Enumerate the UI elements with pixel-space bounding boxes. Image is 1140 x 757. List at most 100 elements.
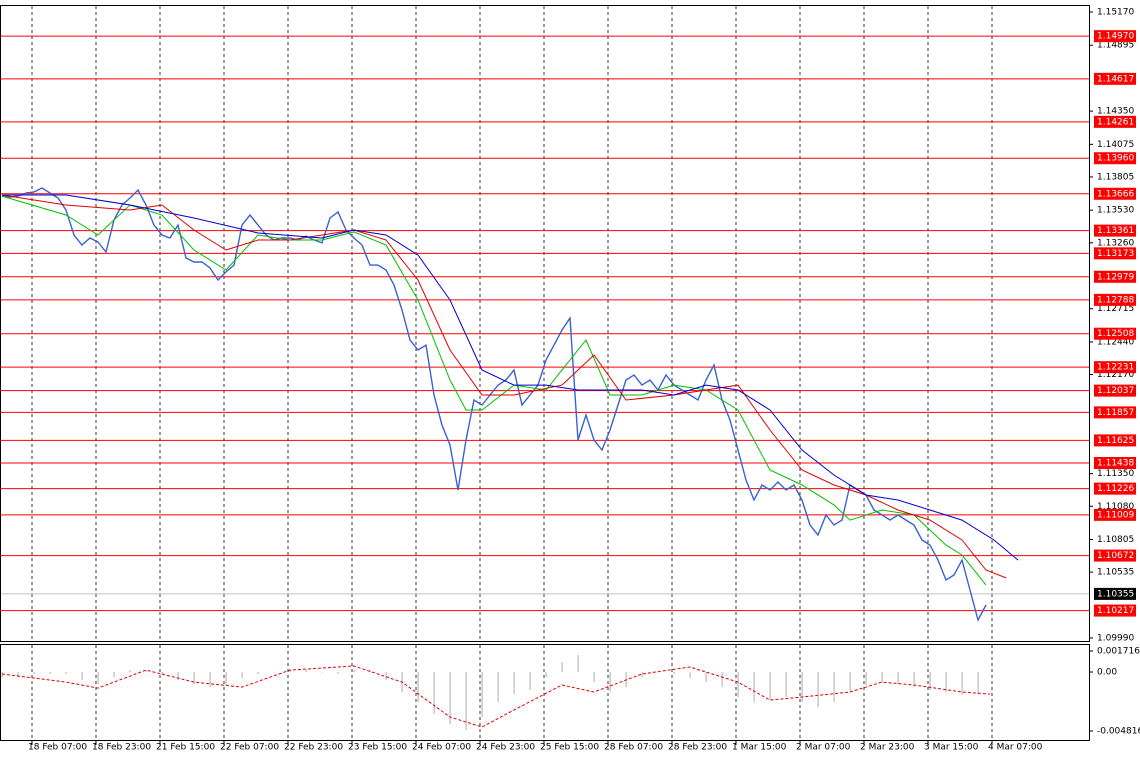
histogram-bar bbox=[65, 672, 67, 674]
histogram-bar bbox=[545, 672, 547, 678]
histogram-bar bbox=[353, 670, 355, 673]
histogram-bar bbox=[673, 672, 675, 674]
current-price-label: 1.10355 bbox=[1097, 589, 1134, 599]
histogram-bar bbox=[129, 670, 131, 673]
x-tick-label: 3 Mar 15:00 bbox=[924, 743, 979, 753]
histogram-bar bbox=[289, 670, 291, 673]
y-tick-label: 1.13805 bbox=[1097, 172, 1134, 182]
histogram-bar bbox=[33, 672, 35, 674]
y-tick-label: 0.001716 bbox=[1097, 647, 1140, 657]
level-label: 1.11009 bbox=[1097, 510, 1134, 520]
histogram-bar bbox=[657, 672, 659, 673]
level-label-bg bbox=[1094, 30, 1136, 43]
level-label: 1.11625 bbox=[1097, 436, 1134, 446]
histogram-bar bbox=[337, 672, 339, 674]
x-tick-label: 24 Feb 23:00 bbox=[476, 743, 535, 753]
histogram-bar bbox=[1, 672, 3, 678]
histogram-bar bbox=[865, 672, 867, 685]
level-label: 1.12037 bbox=[1097, 386, 1134, 396]
y-tick-label: 1.10805 bbox=[1097, 535, 1134, 545]
level-label: 1.11438 bbox=[1097, 459, 1134, 469]
histogram-bar bbox=[113, 672, 115, 678]
histogram-bar bbox=[529, 672, 531, 691]
level-label: 1.10672 bbox=[1097, 551, 1134, 561]
histogram-bar bbox=[497, 672, 499, 703]
level-label: 1.13173 bbox=[1097, 249, 1134, 259]
x-tick-label: 2 Mar 23:00 bbox=[860, 743, 915, 753]
level-label: 1.14261 bbox=[1097, 117, 1134, 127]
histogram-bar bbox=[881, 672, 883, 683]
histogram-bar bbox=[385, 672, 387, 680]
x-tick-label: 1 Mar 15:00 bbox=[732, 743, 787, 753]
histogram-bar bbox=[593, 672, 595, 683]
level-label: 1.12231 bbox=[1097, 363, 1134, 373]
x-tick-label: 28 Feb 07:00 bbox=[604, 743, 663, 753]
histogram-bar bbox=[305, 670, 307, 673]
x-tick-label: 18 Feb 07:00 bbox=[28, 743, 87, 753]
level-label-bg bbox=[1094, 549, 1136, 562]
level-label: 1.12508 bbox=[1097, 329, 1134, 339]
y-tick-label: 0.00 bbox=[1097, 668, 1117, 678]
level-label: 1.11857 bbox=[1097, 408, 1134, 418]
y-tick-label: -0.004816 bbox=[1097, 727, 1140, 737]
histogram-bar bbox=[961, 672, 963, 696]
level-label: 1.13960 bbox=[1097, 154, 1134, 164]
level-label: 1.14617 bbox=[1097, 74, 1134, 84]
level-label-bg bbox=[1094, 482, 1136, 495]
histogram-bar bbox=[97, 672, 99, 685]
level-label: 1.14970 bbox=[1097, 32, 1134, 42]
level-label: 1.11226 bbox=[1097, 484, 1134, 494]
level-label: 1.13666 bbox=[1097, 189, 1134, 199]
histogram-bar bbox=[273, 672, 275, 673]
x-tick-label: 24 Feb 07:00 bbox=[412, 743, 471, 753]
histogram-bar bbox=[785, 672, 787, 698]
histogram-bar bbox=[929, 672, 931, 691]
histogram-bar bbox=[145, 670, 147, 673]
histogram-bar bbox=[417, 672, 419, 703]
level-label-bg bbox=[1094, 508, 1136, 521]
level-label-bg bbox=[1094, 384, 1136, 397]
x-tick-label: 22 Feb 23:00 bbox=[284, 743, 343, 753]
histogram-bar bbox=[689, 672, 691, 679]
level-label-bg bbox=[1094, 270, 1136, 283]
y-tick-label: 1.11350 bbox=[1097, 469, 1134, 479]
histogram-bar bbox=[241, 672, 243, 679]
level-label-bg bbox=[1094, 72, 1136, 85]
series-line bbox=[1, 665, 991, 728]
level-label: 1.13361 bbox=[1097, 226, 1134, 236]
histogram-bar bbox=[225, 672, 227, 685]
series-line bbox=[1, 187, 987, 622]
y-tick-label: 1.14350 bbox=[1097, 107, 1134, 117]
y-tick-label: 1.12440 bbox=[1097, 337, 1134, 347]
level-label-bg bbox=[1094, 293, 1136, 306]
level-label-bg bbox=[1094, 406, 1136, 419]
y-tick-label: 1.13260 bbox=[1097, 238, 1134, 248]
histogram-bar bbox=[753, 672, 755, 703]
x-tick-label: 4 Mar 07:00 bbox=[988, 743, 1043, 753]
histogram-bar bbox=[769, 672, 771, 701]
histogram-bar bbox=[913, 672, 915, 688]
y-tick-label: 1.11080 bbox=[1097, 502, 1134, 512]
histogram-bar bbox=[17, 672, 19, 678]
level-label-bg bbox=[1094, 152, 1136, 165]
level-label-bg bbox=[1094, 247, 1136, 260]
x-tick-label: 18 Feb 23:00 bbox=[92, 743, 151, 753]
level-label-bg bbox=[1094, 434, 1136, 447]
histogram-bar bbox=[561, 661, 563, 673]
x-tick-label: 23 Feb 15:00 bbox=[348, 743, 407, 753]
histogram-bar bbox=[81, 672, 83, 680]
current-price-bg bbox=[1094, 587, 1136, 600]
level-label-bg bbox=[1094, 327, 1136, 340]
level-label-bg bbox=[1094, 457, 1136, 470]
histogram-bar bbox=[177, 672, 179, 680]
y-tick-label: 1.14895 bbox=[1097, 41, 1134, 51]
x-tick-label: 22 Feb 07:00 bbox=[220, 743, 279, 753]
histogram-bar bbox=[897, 672, 899, 685]
level-label-bg bbox=[1094, 115, 1136, 128]
histogram-bar bbox=[577, 654, 579, 673]
histogram-bar bbox=[257, 672, 259, 674]
x-tick-label: 2 Mar 07:00 bbox=[796, 743, 851, 753]
level-label-bg bbox=[1094, 604, 1136, 617]
histogram-bar bbox=[449, 672, 451, 725]
